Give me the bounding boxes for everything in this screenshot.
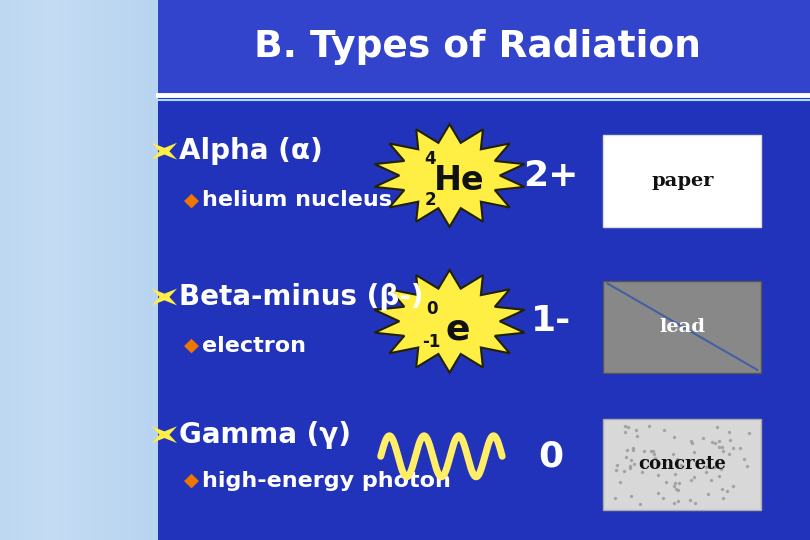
Text: high-energy photon: high-energy photon: [202, 470, 450, 491]
FancyBboxPatch shape: [68, 0, 74, 540]
Polygon shape: [151, 288, 177, 306]
Text: 0: 0: [538, 440, 564, 473]
Text: 2+: 2+: [523, 159, 578, 192]
Text: He: He: [434, 164, 484, 198]
Text: 2: 2: [424, 191, 436, 209]
FancyBboxPatch shape: [74, 0, 79, 540]
FancyBboxPatch shape: [603, 418, 761, 510]
Text: ◆: ◆: [184, 190, 199, 210]
FancyBboxPatch shape: [32, 0, 37, 540]
FancyBboxPatch shape: [0, 0, 158, 540]
Polygon shape: [151, 426, 177, 443]
Text: lead: lead: [659, 318, 706, 336]
Text: e: e: [446, 313, 470, 346]
FancyBboxPatch shape: [0, 0, 6, 540]
FancyBboxPatch shape: [158, 0, 810, 94]
FancyBboxPatch shape: [58, 0, 63, 540]
Polygon shape: [151, 143, 177, 160]
FancyBboxPatch shape: [47, 0, 53, 540]
FancyBboxPatch shape: [122, 0, 126, 540]
FancyBboxPatch shape: [63, 0, 69, 540]
Text: 0: 0: [426, 300, 437, 319]
FancyBboxPatch shape: [11, 0, 16, 540]
FancyBboxPatch shape: [21, 0, 26, 540]
Text: Alpha (α): Alpha (α): [179, 137, 322, 165]
FancyBboxPatch shape: [26, 0, 32, 540]
FancyBboxPatch shape: [16, 0, 21, 540]
FancyBboxPatch shape: [100, 0, 105, 540]
Text: -1: -1: [423, 333, 441, 351]
Text: ◆: ◆: [184, 471, 199, 490]
Polygon shape: [374, 124, 525, 227]
FancyBboxPatch shape: [603, 281, 761, 373]
FancyBboxPatch shape: [126, 0, 132, 540]
Text: concrete: concrete: [638, 455, 727, 474]
FancyBboxPatch shape: [42, 0, 47, 540]
FancyBboxPatch shape: [95, 0, 100, 540]
Text: ◆: ◆: [184, 336, 199, 355]
FancyBboxPatch shape: [110, 0, 116, 540]
FancyBboxPatch shape: [79, 0, 84, 540]
FancyBboxPatch shape: [603, 135, 761, 227]
FancyBboxPatch shape: [89, 0, 95, 540]
FancyBboxPatch shape: [131, 0, 137, 540]
FancyBboxPatch shape: [5, 0, 11, 540]
FancyBboxPatch shape: [37, 0, 42, 540]
Polygon shape: [374, 270, 525, 373]
Text: B. Types of Radiation: B. Types of Radiation: [254, 29, 701, 65]
Text: Gamma (γ): Gamma (γ): [179, 421, 351, 449]
FancyBboxPatch shape: [116, 0, 121, 540]
FancyBboxPatch shape: [105, 0, 110, 540]
Text: paper: paper: [651, 172, 714, 190]
Text: Beta-minus (β-): Beta-minus (β-): [179, 283, 424, 311]
Text: helium nucleus: helium nucleus: [202, 190, 392, 210]
FancyBboxPatch shape: [53, 0, 58, 540]
Text: 4: 4: [424, 150, 436, 168]
FancyBboxPatch shape: [84, 0, 89, 540]
Text: electron: electron: [202, 335, 305, 356]
Text: 1-: 1-: [531, 305, 571, 338]
